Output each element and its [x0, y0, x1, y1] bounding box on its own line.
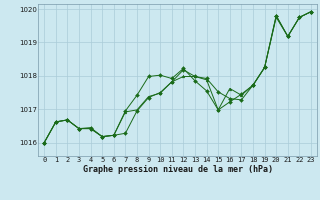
X-axis label: Graphe pression niveau de la mer (hPa): Graphe pression niveau de la mer (hPa): [83, 165, 273, 174]
